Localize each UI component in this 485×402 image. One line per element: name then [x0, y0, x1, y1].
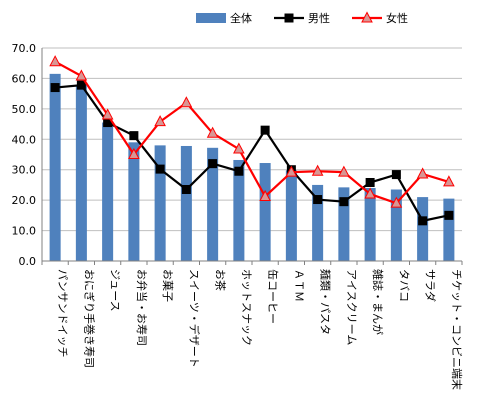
legend-label: 全体 [230, 11, 252, 25]
point-marker [444, 210, 454, 220]
bar [285, 170, 297, 261]
point-marker [234, 166, 244, 176]
y-tick-label: 40.0 [12, 133, 37, 146]
point-marker [180, 96, 193, 108]
category-label: スイーツ・デザート [187, 269, 201, 368]
point-marker [154, 115, 166, 127]
bars [49, 73, 455, 261]
bar [443, 198, 455, 261]
point-marker [75, 69, 88, 81]
category-label: アイスクリーム [345, 269, 358, 345]
point-marker [103, 118, 113, 128]
bar [364, 187, 376, 261]
bar [312, 184, 324, 261]
legend-label: 男性 [308, 11, 330, 25]
legend-swatch [196, 13, 226, 23]
category-label: 缶コーヒー [266, 269, 280, 324]
y-tick-label: 30.0 [12, 164, 37, 177]
axes: 0.010.020.030.040.050.060.070.0パンサンドイッチお… [12, 42, 464, 390]
bar [180, 145, 192, 261]
bar [259, 163, 271, 261]
bar [154, 145, 166, 261]
point-marker [390, 196, 403, 208]
point-marker [418, 216, 428, 226]
bar [49, 73, 61, 261]
category-label: お茶 [214, 269, 227, 291]
point-marker [391, 170, 401, 180]
bar [233, 159, 245, 261]
category-label: ホットスナック [240, 269, 253, 346]
bar [417, 197, 429, 261]
category-label: ジュース [109, 269, 122, 312]
point-marker [443, 175, 455, 187]
bar [128, 142, 140, 261]
point-marker [128, 147, 140, 159]
bar [390, 189, 402, 261]
category-label: パンサンドイッチ [56, 269, 69, 358]
point-marker [416, 167, 429, 179]
category-label: チケット・コンビニ端末 [450, 269, 464, 390]
point-marker [338, 165, 350, 177]
category-label: 雑誌・まんが [371, 269, 385, 335]
point-marker [76, 80, 86, 90]
point-marker [155, 164, 165, 174]
point-marker [50, 83, 60, 93]
bar [102, 122, 114, 261]
y-tick-label: 20.0 [12, 194, 37, 207]
point-marker [208, 159, 218, 169]
point-marker [339, 197, 349, 207]
point-marker [313, 195, 323, 205]
legend-marker [284, 13, 294, 23]
point-marker [101, 108, 114, 120]
legend: 全体 男性 女性 [196, 11, 408, 25]
y-tick-label: 0.0 [19, 255, 37, 268]
point-marker [129, 131, 139, 141]
bar [75, 84, 87, 261]
legend-marker [361, 11, 373, 23]
y-tick-label: 10.0 [12, 225, 37, 238]
series-line [54, 60, 450, 205]
point-marker [365, 177, 375, 187]
category-label: タバコ [397, 269, 410, 302]
bar [207, 147, 219, 261]
y-tick-label: 50.0 [12, 103, 37, 116]
point-marker [364, 187, 376, 199]
category-label: お菓子 [161, 269, 174, 302]
category-label: ＡＴＭ [292, 269, 305, 302]
point-marker [259, 189, 271, 201]
y-tick-label: 60.0 [12, 72, 37, 85]
category-label: おにぎり手巻き寿司 [82, 269, 96, 368]
series-line [55, 83, 450, 223]
point-marker [285, 165, 298, 177]
point-marker [311, 164, 324, 176]
point-marker [181, 184, 191, 194]
y-tick-label: 70.0 [12, 42, 37, 55]
point-marker [233, 142, 245, 154]
point-marker [206, 126, 219, 138]
category-label: サラダ [424, 269, 438, 302]
category-label: お弁当・お寿司 [135, 269, 149, 346]
bar [338, 187, 350, 261]
point-marker [49, 55, 61, 67]
category-label: 麺類・パスタ [319, 269, 332, 335]
point-marker [260, 125, 270, 135]
legend-label: 女性 [386, 11, 408, 25]
lines [49, 55, 455, 226]
